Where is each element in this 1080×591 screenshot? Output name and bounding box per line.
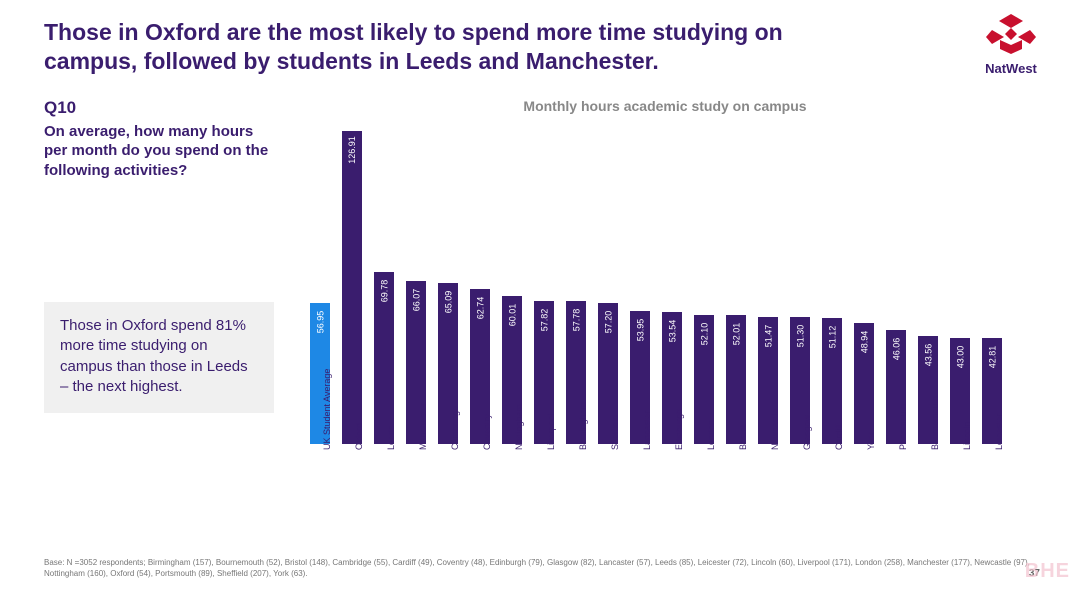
x-axis-label: Lancaster [642,418,652,450]
question-text: On average, how many hours per month do … [44,122,278,181]
bar-value-label: 53.95 [635,318,645,341]
bar-value-label: 43.56 [923,344,933,367]
x-axis-label: Leicester [994,418,1004,450]
x-axis-label: York [866,418,876,450]
bar-value-label: 53.54 [667,319,677,342]
page-title: Those in Oxford are the most likely to s… [44,18,804,76]
bar-value-label: 51.47 [763,325,773,348]
bar-value-label: 52.01 [731,323,741,346]
bar-value-label: 65.09 [443,291,453,314]
x-axis-label: Oxford [354,418,364,450]
x-axis-label: Cambridge [450,418,460,450]
x-axis-label: UK Student Average [322,418,332,450]
natwest-logo-icon [986,14,1036,59]
watermark: BHE [1025,560,1070,583]
bar-chart: 56.95 126.91 69.78 66.07 65.09 62.74 60.01 57.8… [294,124,1036,444]
bar-value-label: 51.30 [795,325,805,348]
x-axis-label: Lincoln [962,418,972,450]
chart-column: Monthly hours academic study on campus 5… [294,98,1036,528]
x-axis-label: Liverpool [546,418,556,450]
bar-value-label: 69.78 [379,279,389,302]
x-axis-label: Edinburgh [674,418,684,450]
slide: Those in Oxford are the most likely to s… [0,0,1080,591]
x-axis-label: Bournemouth [930,418,940,450]
x-axis-label: Newcastle [770,418,780,450]
bar-value-label: 57.82 [539,309,549,332]
bar-value-label: 52.10 [699,323,709,346]
bar-value-label: 66.07 [411,289,421,312]
x-axis-label: Bristol [738,418,748,450]
bar-value-label: 56.95 [315,311,325,334]
x-axis-label: Leeds [386,418,396,450]
x-axis-label: Birmingham [578,418,588,450]
x-axis-label: Cardiff [834,418,844,450]
brand-name: NatWest [976,61,1046,76]
bar: 126.91 [336,131,368,443]
chart-title: Monthly hours academic study on campus [294,98,1036,114]
x-axis-label: Sheffield [610,418,620,450]
x-axis-label: Manchester [418,418,428,450]
brand-logo: NatWest [976,14,1046,76]
x-axis-label: London [706,418,716,450]
body-row: Q10 On average, how many hours per month… [44,98,1036,528]
callout-box: Those in Oxford spend 81% more time stud… [44,302,274,413]
x-axis-labels: UK Student AverageOxfordLeedsManchesterC… [294,448,1036,528]
x-axis-label: Nottingham [514,418,524,450]
bar-value-label: 62.74 [475,297,485,320]
bar-value-label: 42.81 [987,346,997,369]
x-axis-label: Coventry [482,418,492,450]
bar-value-label: 43.00 [955,345,965,368]
bar-value-label: 51.12 [827,325,837,348]
x-axis-label: Glasgow [802,418,812,450]
bar-rect: 126.91 [342,131,362,443]
bar-value-label: 60.01 [507,304,517,327]
bar-value-label: 46.06 [891,338,901,361]
bar-value-label: 57.20 [603,310,613,333]
bar-value-label: 126.91 [347,136,357,164]
x-axis-label: Portsmouth [898,418,908,450]
left-column: Q10 On average, how many hours per month… [44,98,294,528]
bar-value-label: 57.78 [571,309,581,332]
footnote: Base: N =3052 respondents; Birmingham (1… [44,558,1036,579]
bar-value-label: 48.94 [859,331,869,354]
question-number: Q10 [44,98,278,118]
